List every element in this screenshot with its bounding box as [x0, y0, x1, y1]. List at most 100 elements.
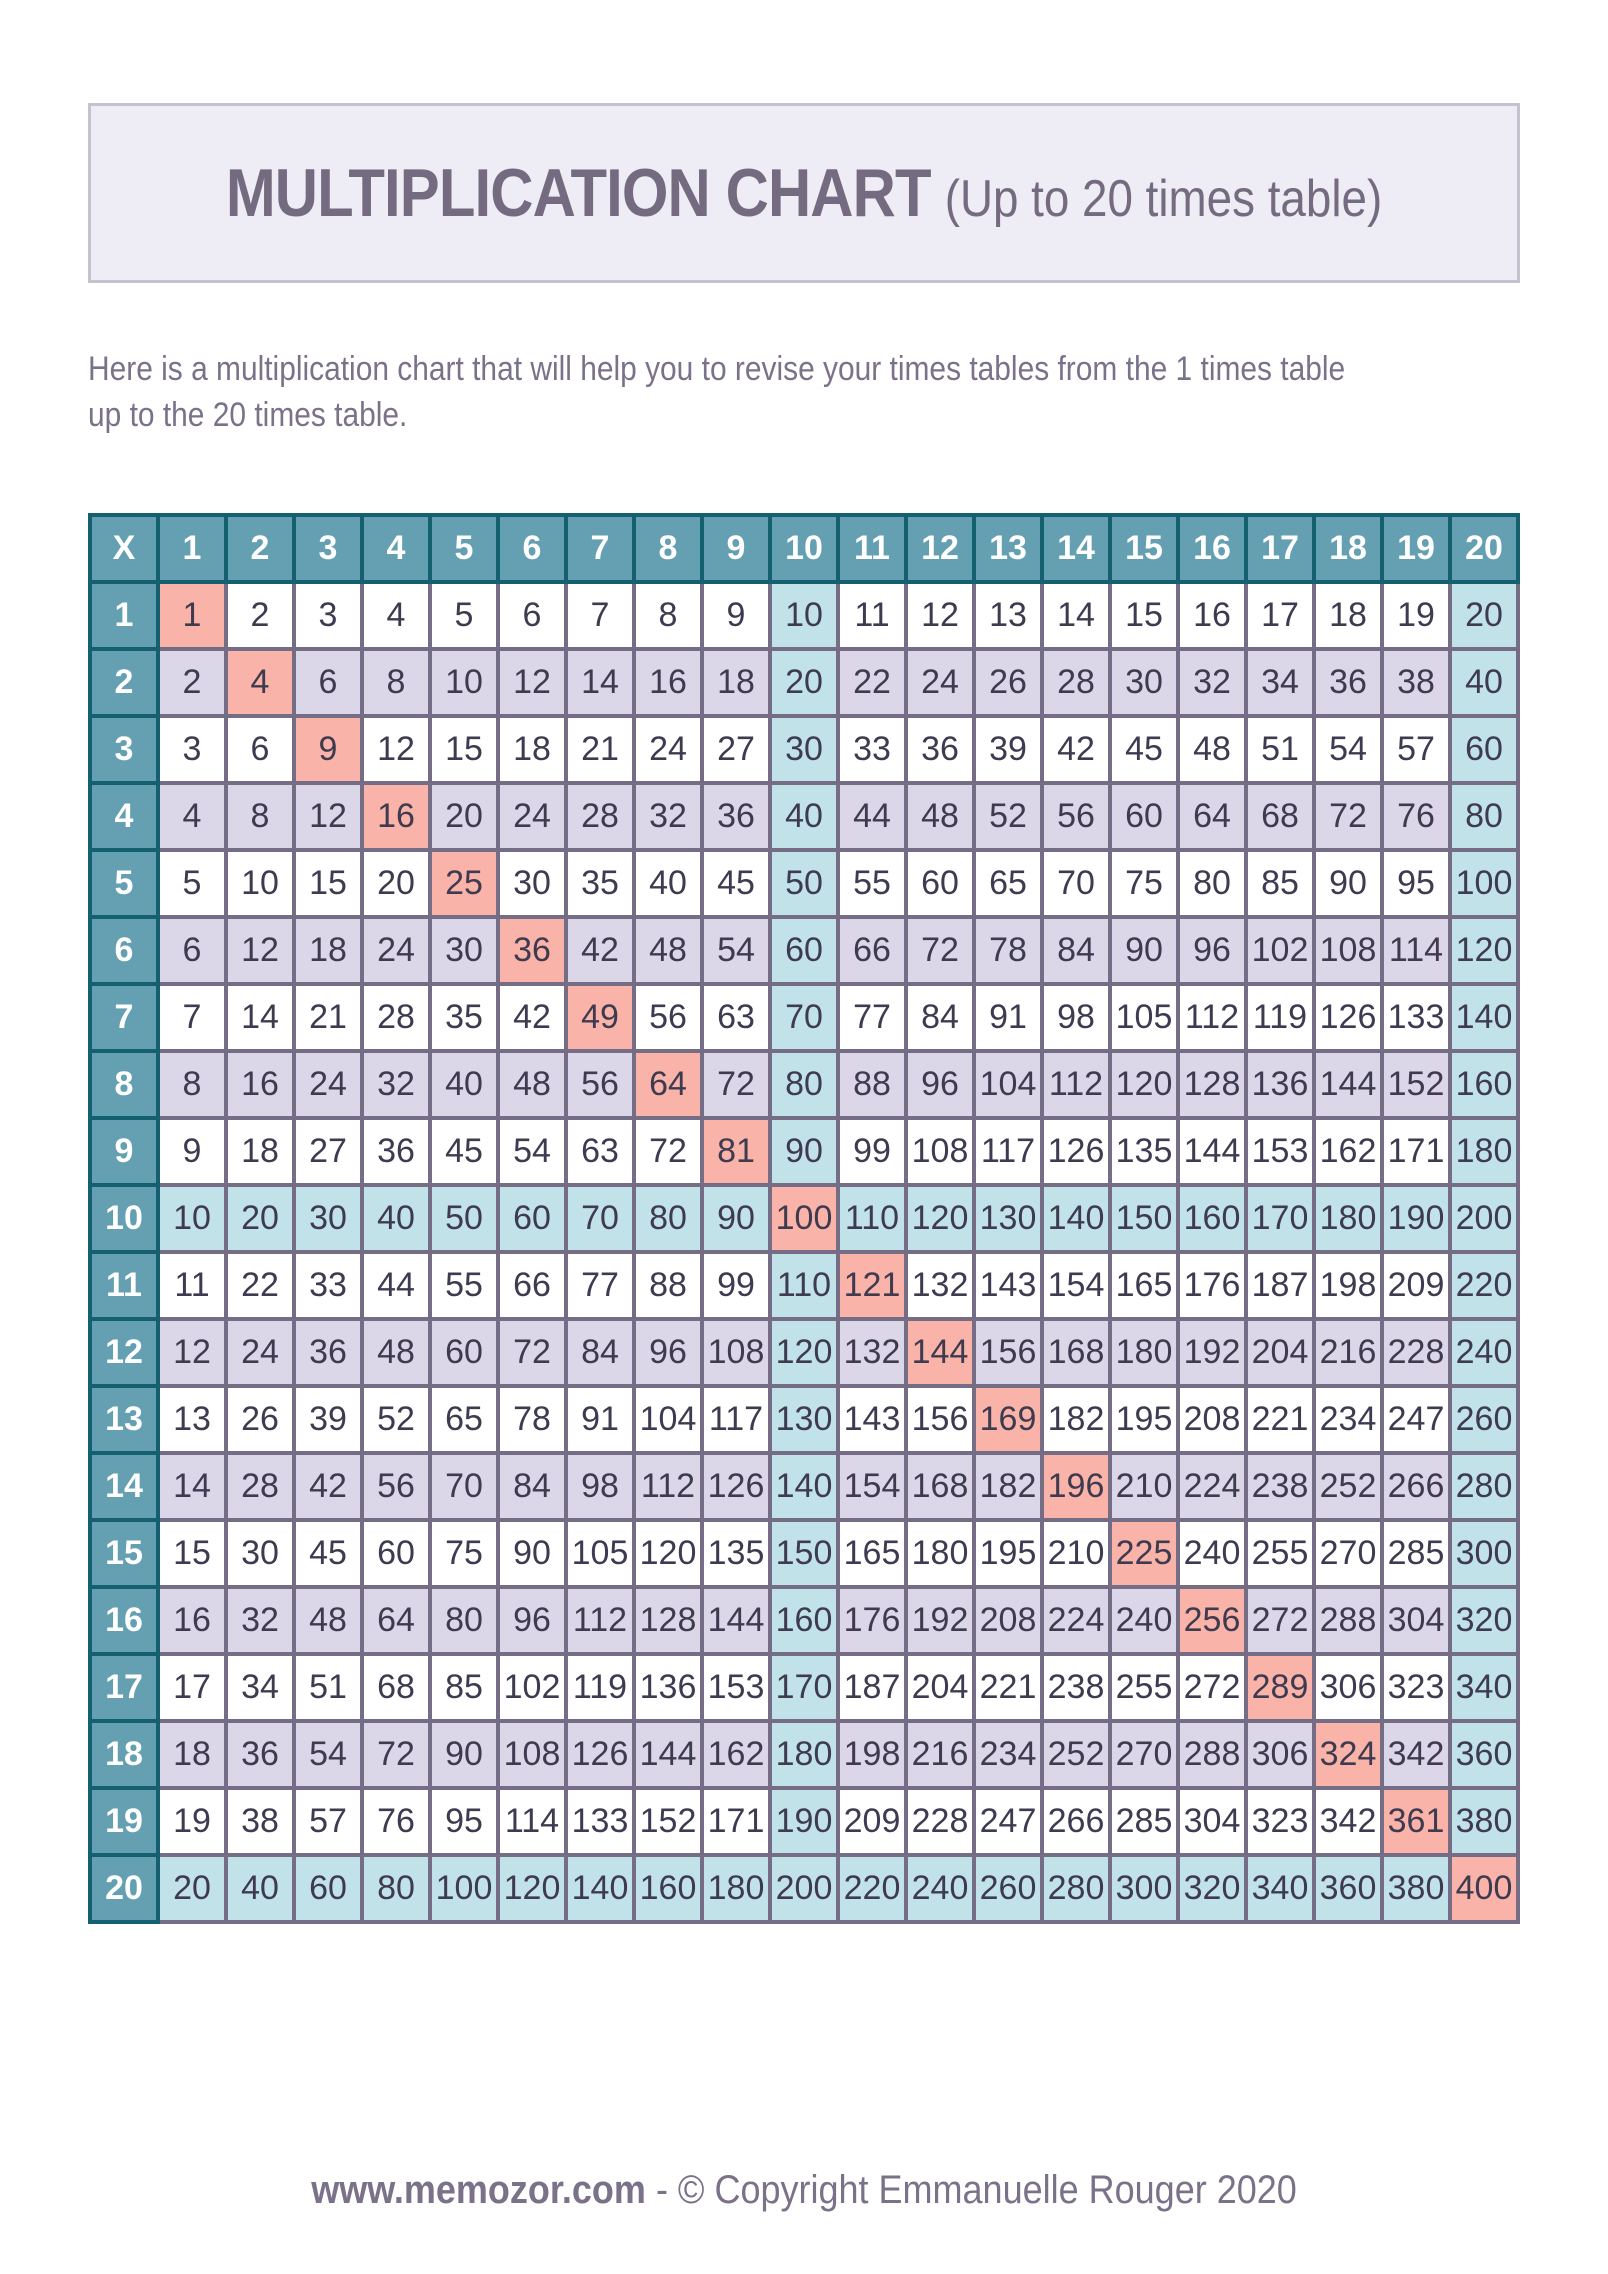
product-cell-9x3: 27 [292, 1116, 364, 1187]
row-header-2: 2 [88, 647, 160, 718]
column-header-5: 5 [428, 513, 500, 584]
product-cell-17x12: 204 [904, 1652, 976, 1723]
product-cell-13x4: 52 [360, 1384, 432, 1455]
product-cell-4x1: 4 [156, 781, 228, 852]
product-cell-12x7: 84 [564, 1317, 636, 1388]
product-cell-10x17: 170 [1244, 1183, 1316, 1254]
product-cell-4x5: 20 [428, 781, 500, 852]
row-header-6: 6 [88, 915, 160, 986]
product-cell-2x10: 20 [768, 647, 840, 718]
product-cell-13x5: 65 [428, 1384, 500, 1455]
table-row-13: 13 13 26 39 52 65 78 91 104 117 130 143 156 169 182 195… [88, 1384, 1520, 1455]
product-cell-15x5: 75 [428, 1518, 500, 1589]
product-cell-1x2: 2 [224, 580, 296, 651]
product-cell-18x19: 342 [1380, 1719, 1452, 1790]
product-cell-14x14: 196 [1040, 1451, 1112, 1522]
product-cell-9x18: 162 [1312, 1116, 1384, 1187]
product-cell-2x12: 24 [904, 647, 976, 718]
product-cell-11x20: 220 [1448, 1250, 1520, 1321]
product-cell-17x3: 51 [292, 1652, 364, 1723]
product-cell-5x14: 70 [1040, 848, 1112, 919]
product-cell-4x3: 12 [292, 781, 364, 852]
product-cell-3x9: 27 [700, 714, 772, 785]
product-cell-16x18: 288 [1312, 1585, 1384, 1656]
product-cell-10x6: 60 [496, 1183, 568, 1254]
product-cell-4x8: 32 [632, 781, 704, 852]
product-cell-15x9: 135 [700, 1518, 772, 1589]
product-cell-8x9: 72 [700, 1049, 772, 1120]
product-cell-13x16: 208 [1176, 1384, 1248, 1455]
product-cell-13x3: 39 [292, 1384, 364, 1455]
product-cell-18x14: 252 [1040, 1719, 1112, 1790]
product-cell-11x16: 176 [1176, 1250, 1248, 1321]
product-cell-6x11: 66 [836, 915, 908, 986]
product-cell-15x8: 120 [632, 1518, 704, 1589]
product-cell-4x15: 60 [1108, 781, 1180, 852]
product-cell-20x6: 120 [496, 1853, 568, 1924]
product-cell-14x6: 84 [496, 1451, 568, 1522]
product-cell-11x15: 165 [1108, 1250, 1180, 1321]
product-cell-2x9: 18 [700, 647, 772, 718]
table-row-14: 14 14 28 42 56 70 84 98 112 126 140 154 168 182 196 210… [88, 1451, 1520, 1522]
product-cell-10x14: 140 [1040, 1183, 1112, 1254]
product-cell-17x10: 170 [768, 1652, 840, 1723]
product-cell-14x4: 56 [360, 1451, 432, 1522]
product-cell-9x5: 45 [428, 1116, 500, 1187]
column-header-1: 1 [156, 513, 228, 584]
product-cell-18x16: 288 [1176, 1719, 1248, 1790]
product-cell-6x18: 108 [1312, 915, 1384, 986]
product-cell-16x8: 128 [632, 1585, 704, 1656]
product-cell-3x15: 45 [1108, 714, 1180, 785]
product-cell-3x4: 12 [360, 714, 432, 785]
product-cell-19x16: 304 [1176, 1786, 1248, 1857]
product-cell-9x12: 108 [904, 1116, 976, 1187]
product-cell-17x4: 68 [360, 1652, 432, 1723]
table-row-15: 15 15 30 45 60 75 90 105 120 135 150 165 180 195 210 22… [88, 1518, 1520, 1589]
product-cell-13x17: 221 [1244, 1384, 1316, 1455]
column-header-10: 10 [768, 513, 840, 584]
product-cell-7x17: 119 [1244, 982, 1316, 1053]
intro-line-2: up to the 20 times table. [88, 396, 408, 434]
table-row-3: 3 3 6 9 12 15 18 21 24 27 30 33 36 39 42 45 48 51 54 57 60 [88, 714, 1520, 785]
product-cell-6x6: 36 [496, 915, 568, 986]
product-cell-20x18: 360 [1312, 1853, 1384, 1924]
table-row-12: 12 12 24 36 48 60 72 84 96 108 120 132 144 156 168 180 1… [88, 1317, 1520, 1388]
product-cell-15x3: 45 [292, 1518, 364, 1589]
product-cell-10x8: 80 [632, 1183, 704, 1254]
product-cell-16x20: 320 [1448, 1585, 1520, 1656]
product-cell-2x5: 10 [428, 647, 500, 718]
product-cell-7x7: 49 [564, 982, 636, 1053]
product-cell-14x11: 154 [836, 1451, 908, 1522]
product-cell-5x20: 100 [1448, 848, 1520, 919]
product-cell-13x20: 260 [1448, 1384, 1520, 1455]
product-cell-7x1: 7 [156, 982, 228, 1053]
product-cell-10x20: 200 [1448, 1183, 1520, 1254]
product-cell-15x15: 225 [1108, 1518, 1180, 1589]
product-cell-10x2: 20 [224, 1183, 296, 1254]
product-cell-6x2: 12 [224, 915, 296, 986]
product-cell-16x6: 96 [496, 1585, 568, 1656]
product-cell-19x12: 228 [904, 1786, 976, 1857]
product-cell-8x8: 64 [632, 1049, 704, 1120]
product-cell-12x11: 132 [836, 1317, 908, 1388]
product-cell-6x20: 120 [1448, 915, 1520, 986]
product-cell-7x12: 84 [904, 982, 976, 1053]
product-cell-8x11: 88 [836, 1049, 908, 1120]
product-cell-10x16: 160 [1176, 1183, 1248, 1254]
product-cell-12x10: 120 [768, 1317, 840, 1388]
row-header-13: 13 [88, 1384, 160, 1455]
product-cell-10x1: 10 [156, 1183, 228, 1254]
product-cell-19x3: 57 [292, 1786, 364, 1857]
product-cell-13x15: 195 [1108, 1384, 1180, 1455]
product-cell-16x12: 192 [904, 1585, 976, 1656]
product-cell-19x18: 342 [1312, 1786, 1384, 1857]
footer-site-link[interactable]: www.memozor.com [311, 2168, 646, 2212]
product-cell-18x12: 216 [904, 1719, 976, 1790]
product-cell-17x14: 238 [1040, 1652, 1112, 1723]
product-cell-5x9: 45 [700, 848, 772, 919]
product-cell-11x2: 22 [224, 1250, 296, 1321]
product-cell-18x7: 126 [564, 1719, 636, 1790]
product-cell-11x13: 143 [972, 1250, 1044, 1321]
product-cell-5x3: 15 [292, 848, 364, 919]
product-cell-9x19: 171 [1380, 1116, 1452, 1187]
